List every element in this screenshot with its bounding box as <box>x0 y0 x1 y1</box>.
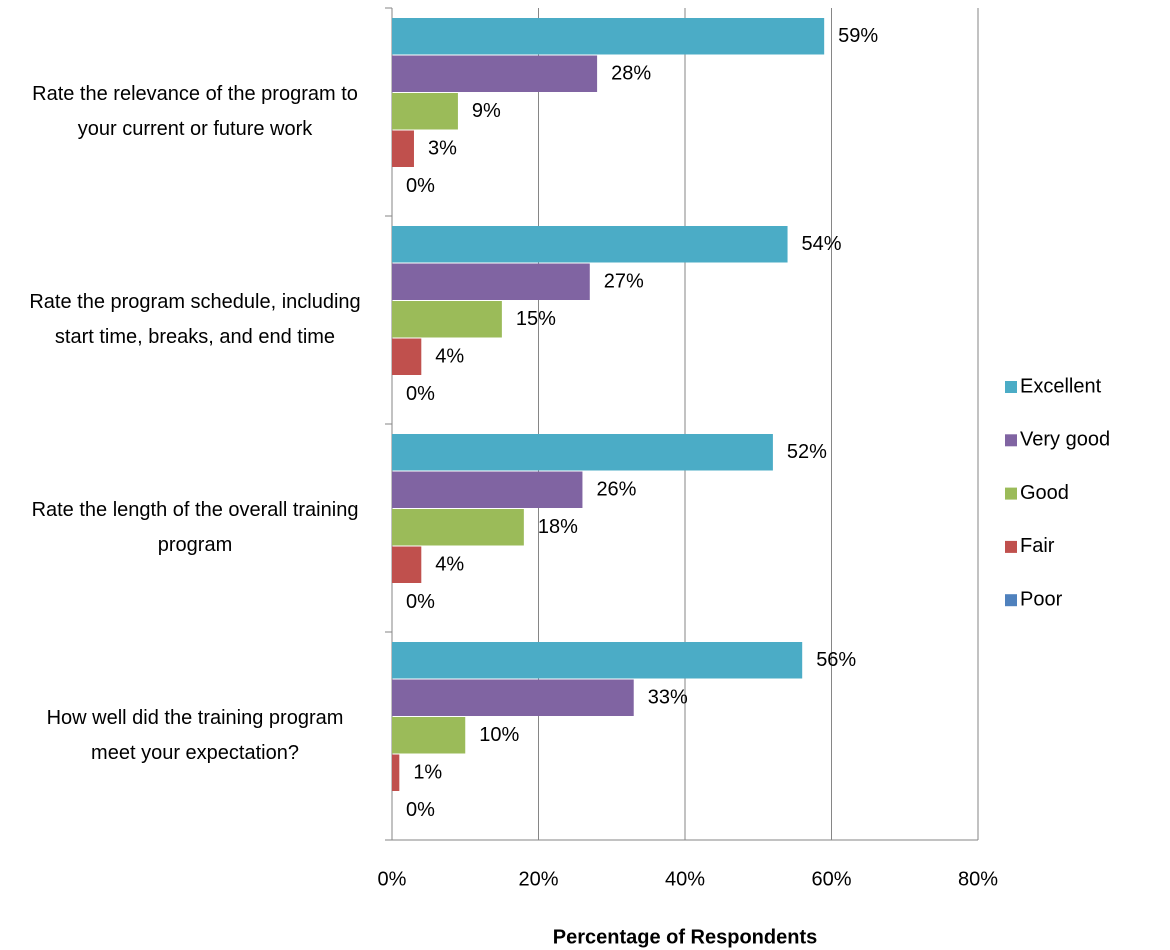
x-tick-label: 0% <box>378 868 407 890</box>
bar <box>392 263 590 300</box>
bar <box>392 301 502 338</box>
value-label: 26% <box>596 479 636 501</box>
value-label: 52% <box>787 441 827 463</box>
value-label: 4% <box>435 554 464 576</box>
value-label: 0% <box>406 383 435 405</box>
legend-label: Poor <box>1020 588 1063 610</box>
value-label: 28% <box>611 63 651 85</box>
x-tick-label: 60% <box>811 868 851 890</box>
bar <box>392 754 400 791</box>
legend-label: Fair <box>1020 535 1055 557</box>
value-label: 15% <box>516 308 556 330</box>
legend-swatch <box>1005 594 1017 607</box>
y-tick-label: Rate the program schedule, including sta… <box>29 291 361 348</box>
value-label: 0% <box>406 591 435 613</box>
legend-label: Very good <box>1020 429 1110 451</box>
bar <box>392 338 422 375</box>
bar <box>392 471 583 508</box>
value-label: 9% <box>472 100 501 122</box>
value-label: 18% <box>538 516 578 538</box>
value-label: 0% <box>406 799 435 821</box>
y-tick-label: How well did the training program meet y… <box>46 707 344 764</box>
value-label: 54% <box>802 233 842 255</box>
x-tick-label: 80% <box>958 868 998 890</box>
value-label: 59% <box>838 25 878 47</box>
x-axis-title: Percentage of Respondents <box>553 926 818 948</box>
value-label: 27% <box>604 271 644 293</box>
legend-swatch <box>1005 434 1017 447</box>
bar <box>392 717 466 754</box>
x-tick-label: 40% <box>665 868 705 890</box>
bar <box>392 130 414 167</box>
bar <box>392 434 773 471</box>
legend-swatch <box>1005 540 1017 553</box>
value-label: 56% <box>816 649 856 671</box>
value-label: 3% <box>428 138 457 160</box>
bar <box>392 679 634 716</box>
legend-swatch <box>1005 487 1017 500</box>
value-label: 4% <box>435 346 464 368</box>
y-tick-label: Rate the relevance of the program to you… <box>32 83 358 140</box>
value-label: 10% <box>479 724 519 746</box>
bar <box>392 509 524 546</box>
x-tick-label: 20% <box>518 868 558 890</box>
legend-label: Excellent <box>1020 375 1102 397</box>
bar <box>392 546 422 583</box>
value-label: 33% <box>648 687 688 709</box>
y-tick-label: Rate the length of the overall training … <box>31 499 359 556</box>
value-label: 1% <box>413 762 442 784</box>
legend-label: Good <box>1020 482 1069 504</box>
bar <box>392 18 825 55</box>
value-label: 0% <box>406 175 435 197</box>
bar <box>392 55 598 92</box>
bar <box>392 226 788 263</box>
bar <box>392 642 803 679</box>
legend-swatch <box>1005 381 1017 393</box>
bar <box>392 93 458 130</box>
